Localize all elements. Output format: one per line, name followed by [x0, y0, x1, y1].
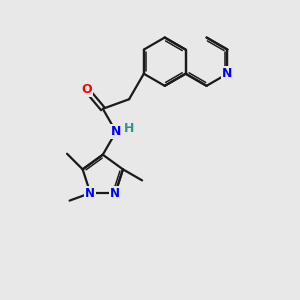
- Text: N: N: [111, 125, 121, 138]
- Text: N: N: [110, 187, 120, 200]
- Text: N: N: [222, 67, 233, 80]
- Text: O: O: [81, 83, 92, 96]
- Text: H: H: [124, 122, 134, 135]
- Text: N: N: [85, 187, 95, 200]
